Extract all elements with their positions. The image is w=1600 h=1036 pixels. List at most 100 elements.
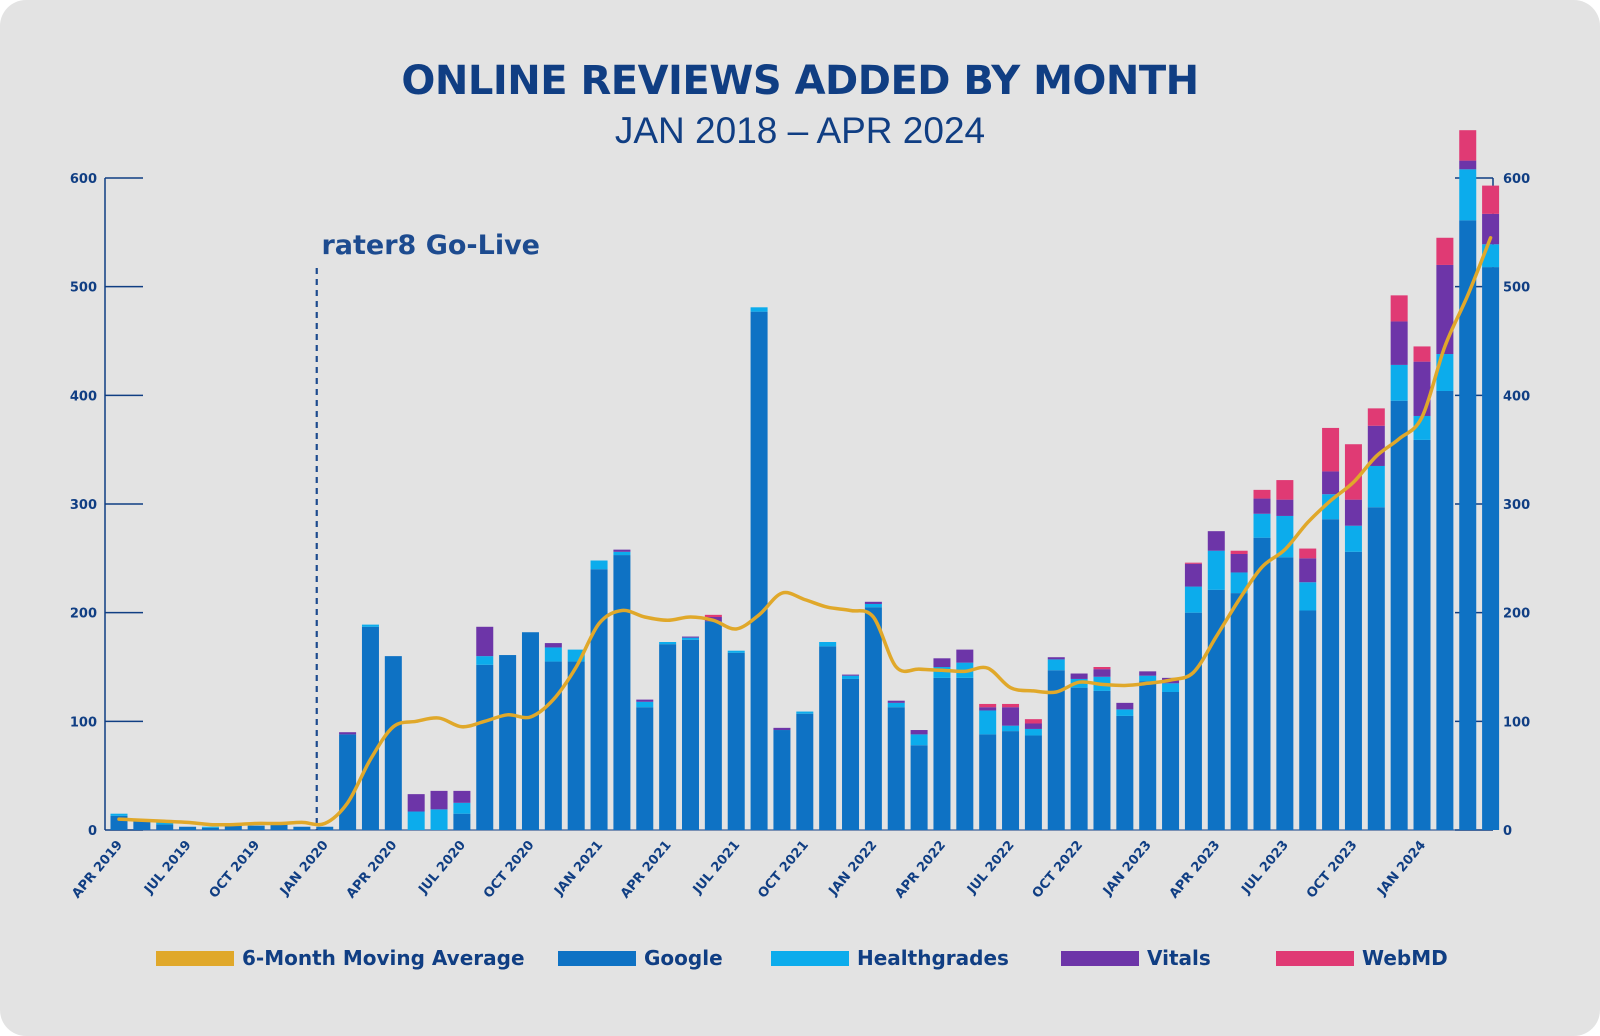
bar-healthgrades xyxy=(1253,513,1271,538)
bars-group xyxy=(110,130,1500,830)
bar-vitals xyxy=(1436,264,1454,355)
bar-google xyxy=(1276,557,1294,830)
bar-google xyxy=(704,621,722,830)
bar-healthgrades xyxy=(613,551,631,556)
bar-healthgrades xyxy=(796,711,814,714)
bar-vitals xyxy=(1230,553,1248,573)
bar-vitals xyxy=(910,730,928,735)
bar-vitals xyxy=(1299,558,1317,583)
right-tick-label: 600 xyxy=(1503,172,1530,187)
x-tick-label: JAN 2024 xyxy=(1374,838,1429,899)
legend-swatch-webmd xyxy=(1276,950,1354,966)
right-tick-label: 200 xyxy=(1503,607,1530,622)
bar-healthgrades xyxy=(1024,728,1042,736)
bar-healthgrades xyxy=(1322,494,1340,520)
legend-label-webmd: WebMD xyxy=(1362,946,1448,970)
bar-google xyxy=(1322,519,1340,830)
bar-webmd xyxy=(1184,562,1202,564)
bar-healthgrades xyxy=(659,642,677,645)
bar-webmd xyxy=(1436,237,1454,265)
bar-vitals xyxy=(613,549,631,552)
bar-healthgrades xyxy=(1162,683,1180,692)
legend-item-healthgrades: Healthgrades xyxy=(771,940,1009,976)
bar-healthgrades xyxy=(544,647,562,662)
x-tick-label: JUL 2020 xyxy=(415,838,469,898)
bar-healthgrades xyxy=(110,813,128,816)
x-tick-label: OCT 2020 xyxy=(481,838,538,901)
bar-google xyxy=(1367,507,1385,830)
bar-vitals xyxy=(1253,498,1271,514)
left-tick-label: 500 xyxy=(70,281,97,296)
legend: 6-Month Moving Average Google Healthgrad… xyxy=(0,940,1600,976)
go-live-marker: rater8 Go-Live xyxy=(315,230,540,830)
bar-webmd xyxy=(1367,408,1385,426)
bar-vitals xyxy=(979,707,997,711)
bar-healthgrades xyxy=(567,649,585,662)
x-tick-label: APR 2022 xyxy=(892,838,949,902)
bar-vitals xyxy=(864,601,882,604)
bar-healthgrades xyxy=(864,603,882,608)
x-tick-label: JAN 2021 xyxy=(551,838,606,899)
legend-swatch-moving-average xyxy=(156,950,234,966)
bar-google xyxy=(316,826,334,830)
bar-healthgrades xyxy=(1344,525,1362,552)
legend-swatch-healthgrades xyxy=(771,950,849,966)
bar-vitals xyxy=(842,674,860,676)
x-tick-label: OCT 2021 xyxy=(755,838,812,901)
bar-vitals xyxy=(1207,531,1225,551)
bar-google xyxy=(1344,551,1362,830)
left-tick-label: 200 xyxy=(70,607,97,622)
go-live-label: rater8 Go-Live xyxy=(321,230,540,261)
bar-google xyxy=(590,569,608,830)
bar-google xyxy=(361,626,379,830)
bar-google xyxy=(887,707,905,830)
bar-vitals xyxy=(1344,499,1362,526)
bar-vitals xyxy=(1024,723,1042,729)
x-axis-labels: APR 2019 JUL 2019 OCT 2019 JAN 2020 APR 2020… xyxy=(69,838,1429,902)
x-tick-label: JUL 2019 xyxy=(141,838,195,898)
bar-vitals xyxy=(453,790,471,803)
x-tick-label: OCT 2019 xyxy=(207,838,264,901)
bar-vitals xyxy=(1482,213,1500,245)
bar-healthgrades xyxy=(430,809,448,830)
legend-item-vitals: Vitals xyxy=(1061,940,1211,976)
bar-healthgrades xyxy=(1230,572,1248,594)
bar-healthgrades xyxy=(453,802,471,814)
bar-google xyxy=(339,734,357,830)
bar-healthgrades xyxy=(1116,709,1134,716)
bar-vitals xyxy=(636,699,654,702)
bar-vitals xyxy=(1002,707,1020,726)
bar-google xyxy=(613,555,631,830)
bar-webmd xyxy=(1024,719,1042,724)
bar-webmd xyxy=(1299,548,1317,559)
bar-google xyxy=(819,646,837,830)
bar-google xyxy=(293,826,311,830)
chart-subtitle: JAN 2018 – APR 2024 xyxy=(614,110,986,151)
bar-healthgrades xyxy=(750,307,768,312)
bar-google xyxy=(1070,687,1088,830)
bar-healthgrades xyxy=(1139,675,1157,682)
bar-healthgrades xyxy=(1207,550,1225,590)
right-tick-label: 500 xyxy=(1503,281,1530,296)
legend-label-vitals: Vitals xyxy=(1147,946,1211,970)
chart-title: ONLINE REVIEWS ADDED BY MONTH xyxy=(401,58,1199,104)
bar-healthgrades xyxy=(933,667,951,678)
legend-item-webmd: WebMD xyxy=(1276,940,1448,976)
bar-google xyxy=(933,677,951,830)
bar-vitals xyxy=(1390,321,1408,365)
bar-google xyxy=(1390,400,1408,830)
bar-vitals xyxy=(1070,673,1088,679)
bar-healthgrades xyxy=(1367,465,1385,508)
x-tick-label: JUL 2023 xyxy=(1238,838,1292,898)
legend-label-moving-average: 6-Month Moving Average xyxy=(242,946,525,970)
bar-google xyxy=(1002,731,1020,830)
bar-google xyxy=(956,677,974,830)
bar-google xyxy=(1162,691,1180,830)
bar-healthgrades xyxy=(979,710,997,735)
legend-item-google: Google xyxy=(558,940,723,976)
right-tick-label: 0 xyxy=(1503,824,1512,839)
bar-google xyxy=(750,311,768,830)
bar-healthgrades xyxy=(910,734,928,746)
bar-webmd xyxy=(1482,185,1500,214)
bar-webmd xyxy=(1093,667,1111,670)
